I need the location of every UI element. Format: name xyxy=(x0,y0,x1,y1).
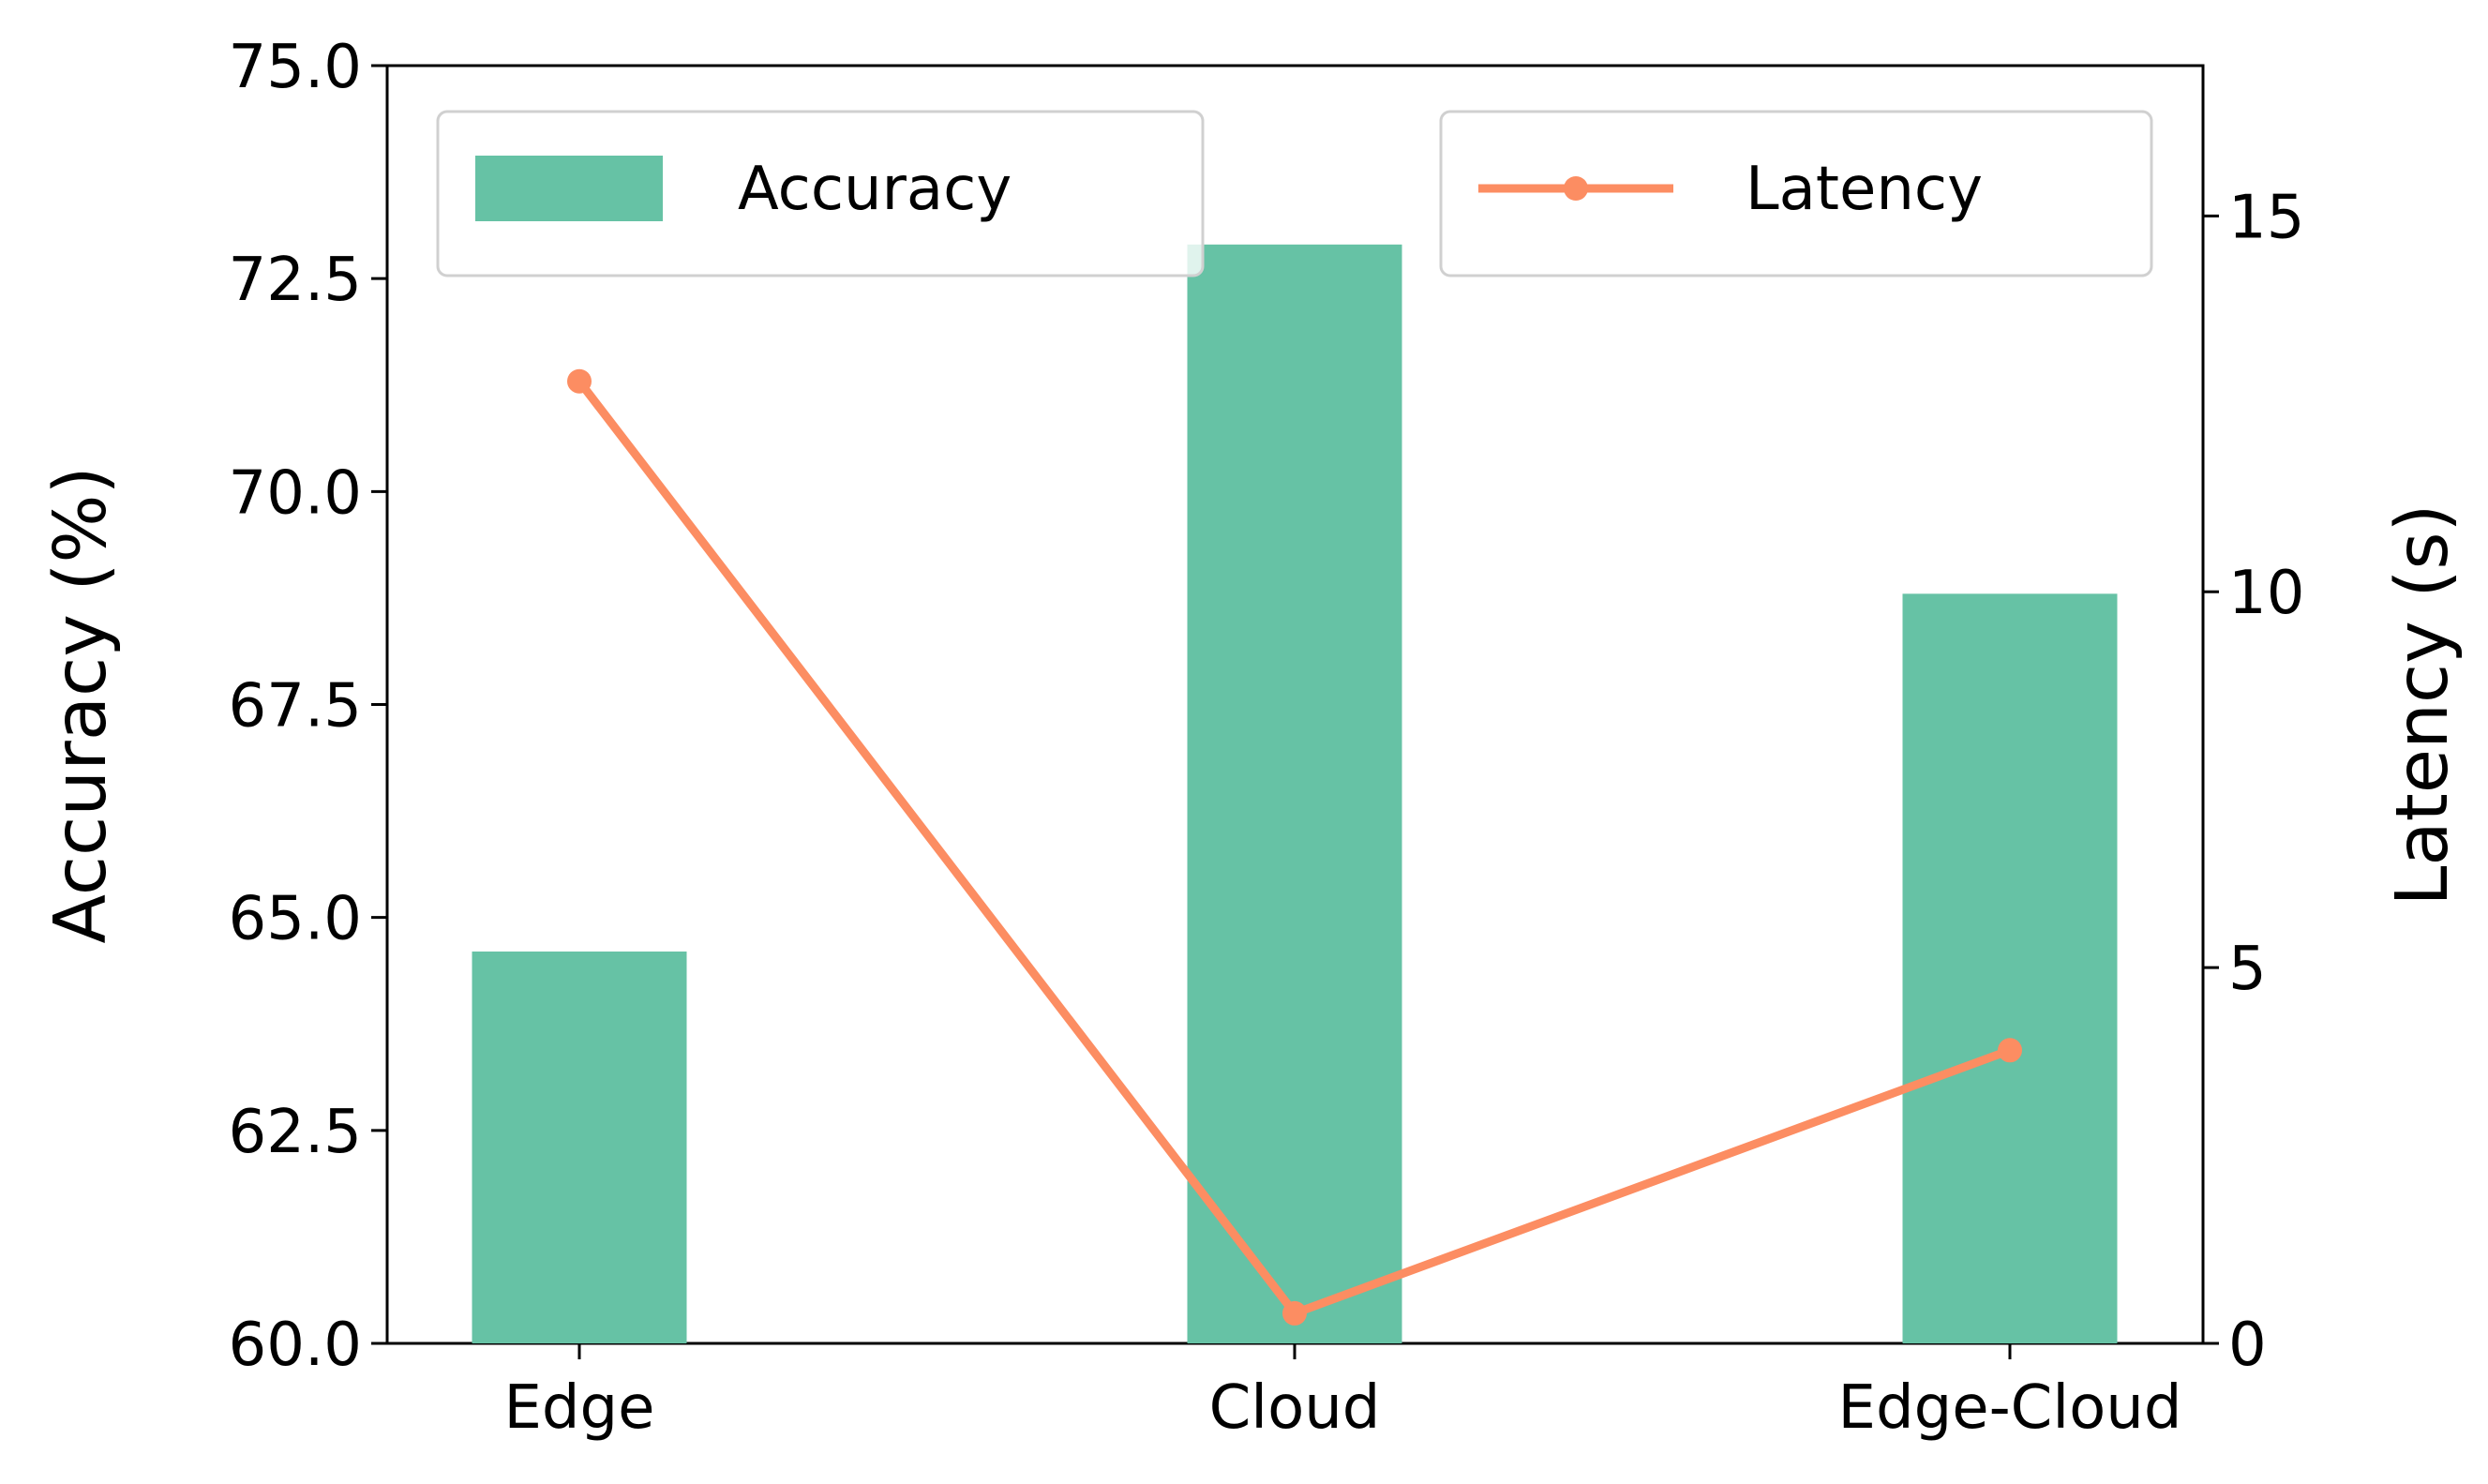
right-tick-label: 5 xyxy=(2228,935,2267,1004)
legend-latency-frame xyxy=(1439,110,2153,277)
legend-accuracy-frame xyxy=(436,110,1205,277)
left-axis: 60.0 62.5 65.0 67.5 70.0 72.5 75.0 xyxy=(229,33,387,1380)
right-tick-label: 0 xyxy=(2228,1311,2267,1380)
legend-accuracy: Accuracy xyxy=(436,110,1205,277)
x-axis: Edge Cloud Edge-Cloud xyxy=(503,1343,2181,1443)
legend-latency-label: Latency xyxy=(1746,155,1983,224)
right-axis: 0 5 10 15 xyxy=(2203,183,2304,1380)
left-tick-label: 72.5 xyxy=(229,246,363,315)
left-tick-label: 67.5 xyxy=(229,672,363,742)
latency-point-edge-cloud xyxy=(1998,1038,2022,1063)
left-axis-title: Accuracy (%) xyxy=(39,466,123,943)
accuracy-bar-edge xyxy=(472,952,687,1343)
left-tick-label: 65.0 xyxy=(229,885,363,954)
latency-line xyxy=(567,368,2022,1326)
accuracy-bar-cloud xyxy=(1187,244,1402,1343)
left-tick-label: 62.5 xyxy=(229,1098,363,1167)
x-tick-label-edge-cloud: Edge-Cloud xyxy=(1838,1373,2182,1443)
accuracy-bars xyxy=(472,244,2118,1343)
x-tick-label-edge: Edge xyxy=(503,1373,654,1443)
right-tick-label: 15 xyxy=(2228,183,2304,252)
accuracy-bar-edge-cloud xyxy=(1902,593,2118,1343)
legend-latency: Latency xyxy=(1439,110,2153,277)
latency-point-edge xyxy=(567,368,592,394)
right-tick-label: 10 xyxy=(2228,559,2304,628)
left-tick-label: 60.0 xyxy=(229,1311,363,1380)
legend-accuracy-swatch xyxy=(475,156,663,221)
left-tick-label: 75.0 xyxy=(229,33,363,102)
left-tick-label: 70.0 xyxy=(229,458,363,528)
legend-latency-marker-symbol xyxy=(1564,176,1588,201)
x-tick-label-cloud: Cloud xyxy=(1209,1373,1381,1443)
latency-point-cloud xyxy=(1282,1300,1307,1326)
legend-accuracy-label: Accuracy xyxy=(738,155,1012,224)
right-axis-title: Latency (s) xyxy=(2381,503,2465,906)
